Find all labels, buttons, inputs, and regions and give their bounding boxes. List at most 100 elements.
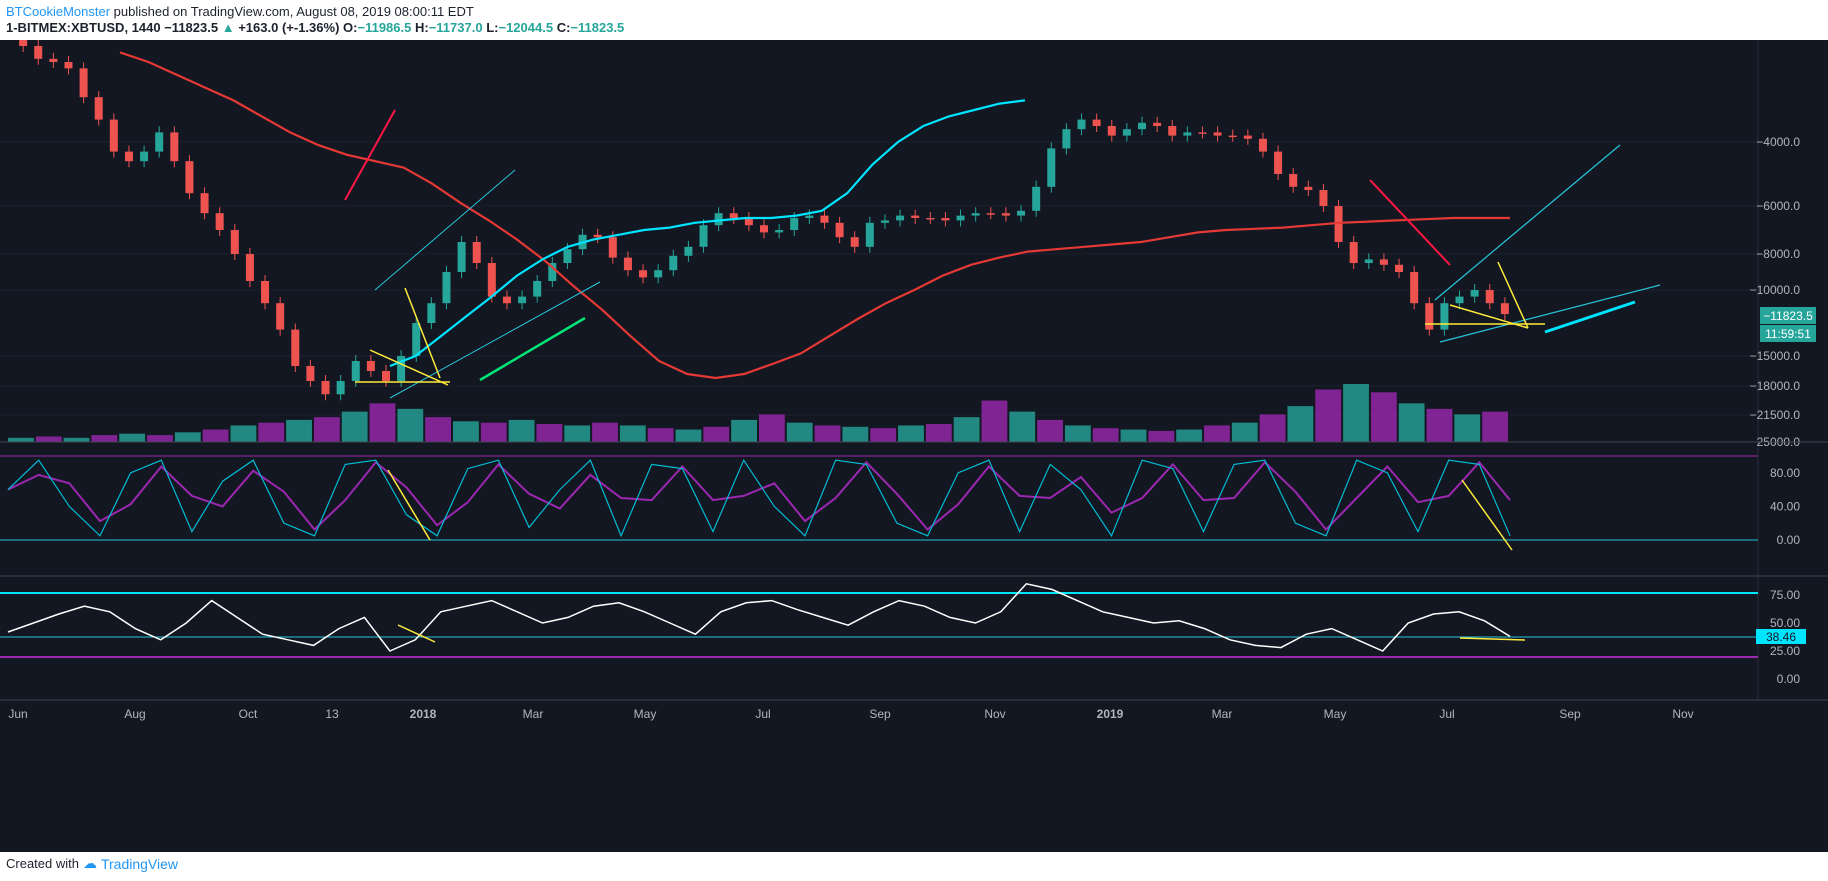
volume-bar (8, 437, 34, 442)
candle-body (850, 237, 859, 247)
volume-bar (147, 435, 173, 442)
price-tick-label: −18000.0 (1750, 379, 1801, 393)
candle-body (140, 151, 149, 162)
volume-bar (814, 425, 841, 442)
candle-body (744, 218, 753, 226)
volume-bar (119, 433, 146, 442)
volume-bar (230, 425, 257, 442)
volume-bar (508, 419, 535, 442)
candle-body (49, 58, 58, 62)
candle-body (518, 296, 527, 304)
volume-bar (35, 436, 62, 442)
volume-bar (981, 400, 1008, 442)
time-tick-label: Nov (1672, 707, 1693, 721)
stoch-tick-label: 0.00 (1777, 533, 1801, 547)
stoch-tick-label: 40.00 (1770, 499, 1800, 513)
wedge-line-right-a (1497, 261, 1529, 329)
volume-bar (786, 422, 813, 442)
volume-bar (286, 419, 312, 442)
time-tick-label: Sep (1559, 707, 1581, 721)
candle-body (64, 62, 73, 69)
time-tick-label: Sep (869, 707, 891, 721)
candle-body (321, 381, 330, 395)
candle-body (1228, 135, 1237, 138)
chart-canvas[interactable]: −4000.0 −6000.0 −8000.0 −10000.0 −15000.0 −18… (0, 40, 1828, 852)
arrow-up-cyan (1544, 300, 1636, 334)
candle-body (1470, 290, 1479, 297)
annotations (344, 109, 1661, 399)
candle-body (1289, 174, 1298, 187)
stoch-k-line (7, 458, 1511, 538)
volume-bar (842, 426, 869, 442)
candle-body (1258, 138, 1267, 152)
candle-body (1319, 190, 1328, 206)
candle-body (351, 361, 360, 381)
candle-body (593, 234, 602, 238)
time-tick-label: 2019 (1097, 707, 1124, 721)
volume-bar (1343, 384, 1369, 442)
volume-bar (1259, 414, 1286, 442)
wedge-line-left-a (404, 287, 441, 379)
candle-body (19, 40, 28, 46)
rsi-current-badge (1756, 629, 1806, 644)
time-tick-label: Aug (124, 707, 145, 721)
price-change: +163.0 (+-1.36%) (238, 20, 340, 35)
rsi-line (7, 582, 1511, 652)
volume-bar (1176, 429, 1203, 442)
volume-bar (1398, 403, 1425, 442)
tradingview-brand[interactable]: TradingView (100, 855, 179, 872)
countdown-label: 11:59:51 (1765, 327, 1811, 341)
time-tick-label: Jul (1439, 707, 1454, 721)
arrow-down-red-2 (1369, 179, 1451, 266)
volume-bar (953, 417, 980, 442)
candle-body (215, 213, 224, 230)
candle-body (1410, 272, 1419, 304)
author-link[interactable]: BTCookieMonster (6, 4, 111, 19)
candle-body (790, 218, 799, 230)
volume-bar (1315, 389, 1342, 442)
candle-body (245, 254, 254, 281)
volume-bar (480, 422, 507, 442)
volume-bar (1120, 429, 1147, 442)
candle-body (94, 97, 103, 120)
stoch-tick-label: 80.00 (1770, 466, 1800, 480)
chart-header: BTCookieMonster published on TradingView… (6, 4, 624, 38)
volume-bars (8, 384, 1508, 442)
candle-body (911, 215, 920, 218)
candle-body (170, 132, 179, 162)
candle-body (775, 230, 784, 233)
volume-bar (592, 422, 618, 442)
last-price-badge (1760, 307, 1816, 324)
candle-body (729, 213, 738, 218)
candle-body (397, 356, 406, 381)
stoch-d-line (7, 460, 1511, 532)
candle-body (1198, 132, 1207, 134)
candle-body (684, 246, 693, 256)
price-tick-label: −15000.0 (1750, 349, 1801, 363)
candle-body (306, 366, 315, 381)
volume-bar (1037, 419, 1063, 442)
rsi-divergence-right (1459, 637, 1526, 641)
time-tick-label: Jun (8, 707, 27, 721)
volume-bar (1204, 425, 1230, 442)
candle-body (1349, 242, 1358, 263)
candle-body (880, 220, 889, 223)
price-candles (19, 40, 1509, 401)
volume-bar (1287, 406, 1314, 442)
triangle-up-icon: ▲ (221, 20, 235, 35)
rsi-current-label: 38.46 (1766, 630, 1796, 644)
high-value: −11737.0 (428, 20, 483, 35)
candle-body (1062, 129, 1071, 149)
candle-body (1092, 119, 1101, 126)
time-tick-label: Mar (1212, 707, 1233, 721)
trend-channel-lower-left (389, 281, 601, 399)
candle-body (276, 303, 285, 330)
candle-body (548, 263, 557, 281)
price-tick-label: −10000.0 (1750, 283, 1801, 297)
candle-body (412, 323, 421, 356)
candle-body (805, 215, 814, 218)
close-value: −11823.5 (570, 20, 625, 35)
candle-body (714, 213, 723, 226)
candle-body (835, 222, 844, 238)
candle-body (1168, 126, 1177, 136)
